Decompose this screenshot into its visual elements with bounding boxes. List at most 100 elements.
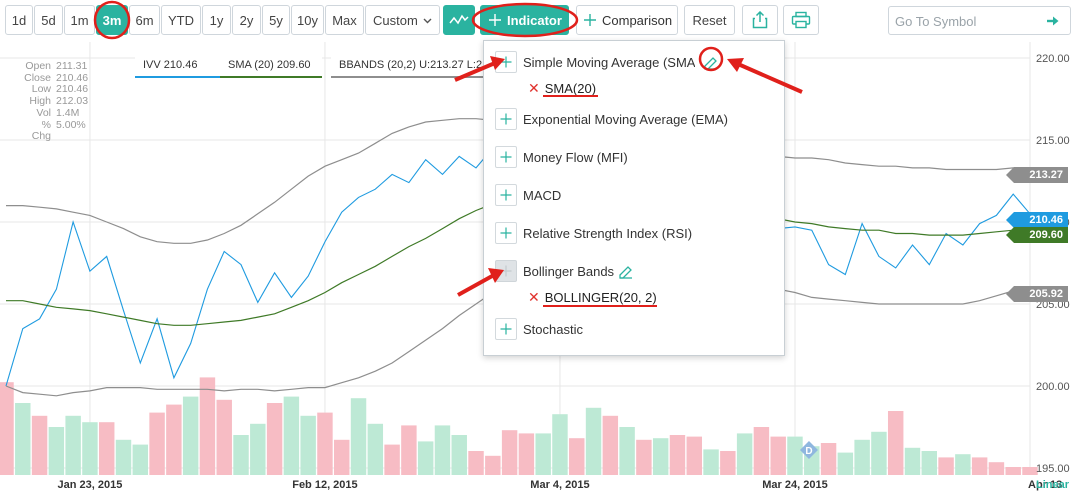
edit-pencil-icon[interactable] (702, 53, 720, 71)
plus-icon (500, 323, 512, 335)
volume-bar (132, 444, 149, 475)
menu-item-bollinger[interactable]: Bollinger Bands (484, 256, 784, 286)
add-stochastic-button[interactable] (495, 318, 517, 340)
volume-bar (266, 403, 283, 475)
x-axis-tick-label: Mar 4, 2015 (530, 479, 589, 491)
plus-icon (500, 56, 512, 68)
menu-item-ema[interactable]: Exponential Moving Average (EMA) (484, 104, 784, 134)
ohlc-value: 5.00% (56, 118, 86, 131)
custom-range-dropdown[interactable]: Custom (365, 5, 440, 35)
bollinger-instance-label[interactable]: BOLLINGER(20, 2) (544, 289, 657, 305)
sma-instance: ✕ SMA(20) (528, 79, 596, 97)
comparison-label: Comparison (602, 12, 673, 28)
bb-lower-price-tag: 205.92 (1006, 286, 1068, 302)
volume-bar (468, 451, 484, 475)
range-5y-button[interactable]: 5y (262, 5, 290, 35)
plus-icon (500, 227, 512, 239)
share-icon (752, 11, 768, 29)
range-1y-button[interactable]: 1y (202, 5, 231, 35)
volume-bar (401, 425, 417, 475)
range-1d-button[interactable]: 1d (5, 5, 33, 35)
range-6m-button[interactable]: 6m (129, 5, 160, 35)
scale-mode-label[interactable]: Linear (1036, 479, 1070, 491)
range-max-button[interactable]: Max (325, 5, 364, 35)
menu-item-label: Money Flow (MFI) (523, 149, 628, 165)
range-ytd-button[interactable]: YTD (161, 5, 201, 35)
menu-item-label: Stochastic (523, 321, 583, 337)
ohlc-row: Low 210.46 (22, 84, 88, 96)
volume-bar (736, 433, 753, 475)
plus-icon (500, 151, 512, 163)
ohlc-row: Close 210.46 (22, 72, 88, 85)
menu-item-label: MACD (523, 187, 562, 203)
comparison-button[interactable]: Comparison (576, 5, 678, 35)
legend-ivv[interactable]: IVV 210.46 (135, 54, 224, 78)
volume-bar (501, 430, 518, 475)
indicator-label: Indicator (507, 12, 562, 28)
indicator-menu: Simple Moving Average (SMA) ✕ SMA(20) Ex… (483, 40, 785, 356)
add-ema-button[interactable] (495, 108, 517, 130)
chart-type-button[interactable] (443, 5, 475, 35)
ohlc-row: Open 211.31 (22, 60, 88, 73)
menu-item-mfi[interactable]: Money Flow (MFI) (484, 142, 784, 172)
ohlc-key: High (29, 95, 51, 108)
volume-bar (988, 462, 1005, 475)
menu-item-macd[interactable]: MACD (484, 180, 784, 210)
menu-item-rsi[interactable]: Relative Strength Index (RSI) (484, 218, 784, 248)
range-10y-button[interactable]: 10y (291, 5, 324, 35)
dividend-marker-label: D (805, 446, 812, 457)
add-bollinger-button[interactable] (495, 260, 517, 282)
ohlc-value: 210.46 (56, 83, 89, 96)
volume-bar (115, 439, 132, 475)
volume-bar (518, 433, 535, 475)
y-axis-tick-label: 205.00 (1036, 299, 1070, 311)
ohlc-row: High 212.03 (22, 95, 88, 108)
volume-bar (216, 399, 232, 475)
plus-icon (584, 14, 596, 26)
range-2y-button[interactable]: 2y (232, 5, 261, 35)
remove-icon[interactable]: ✕ (528, 288, 540, 305)
edit-pencil-icon[interactable] (617, 262, 635, 280)
volume-bar (585, 407, 602, 475)
volume-bar (854, 439, 870, 475)
reset-button[interactable]: Reset (684, 5, 735, 35)
print-button[interactable] (783, 5, 819, 35)
x-axis-tick-label: Feb 12, 2015 (292, 479, 357, 491)
menu-item-label: Exponential Moving Average (EMA) (523, 111, 728, 127)
plus-icon (489, 14, 501, 26)
menu-item-sma[interactable]: Simple Moving Average (SMA) (484, 47, 784, 77)
symbol-search-box (888, 6, 1071, 35)
add-mfi-button[interactable] (495, 146, 517, 168)
share-button[interactable] (742, 5, 778, 35)
volume-bar (686, 436, 702, 475)
symbol-search-input[interactable] (895, 11, 1035, 31)
volume-bar (1022, 467, 1038, 475)
x-axis-tick-label: Jan 23, 2015 (58, 479, 123, 491)
volume-bar (753, 427, 770, 475)
remove-icon[interactable]: ✕ (528, 79, 540, 96)
add-rsi-button[interactable] (495, 222, 517, 244)
add-macd-button[interactable] (495, 184, 517, 206)
volume-bar (720, 451, 736, 475)
arrow-right-icon[interactable] (1046, 15, 1060, 27)
indicator-button[interactable]: Indicator (480, 5, 569, 35)
range-3m-button[interactable]: 3m (96, 5, 128, 35)
volume-bar (887, 411, 904, 475)
volume-bar (166, 404, 182, 475)
volume-bar (149, 412, 165, 475)
volume-bar (199, 377, 216, 475)
volume-bar (569, 438, 585, 475)
ohlc-key: % Chg (31, 118, 51, 143)
volume-bar (787, 436, 803, 475)
range-1m-button[interactable]: 1m (64, 5, 95, 35)
volume-bar (921, 451, 938, 475)
volume-bar (871, 431, 887, 475)
legend-sma[interactable]: SMA (20) 209.60 (220, 54, 322, 78)
sma-instance-label[interactable]: SMA(20) (544, 80, 597, 96)
menu-item-stochastic[interactable]: Stochastic (484, 314, 784, 344)
add-sma-button[interactable] (495, 51, 517, 73)
volume-bar (652, 438, 669, 475)
legend-bbands[interactable]: BBANDS (20,2) U:213.27 L:2 (331, 54, 483, 78)
range-5d-button[interactable]: 5d (34, 5, 63, 35)
volume-bar (350, 398, 367, 475)
